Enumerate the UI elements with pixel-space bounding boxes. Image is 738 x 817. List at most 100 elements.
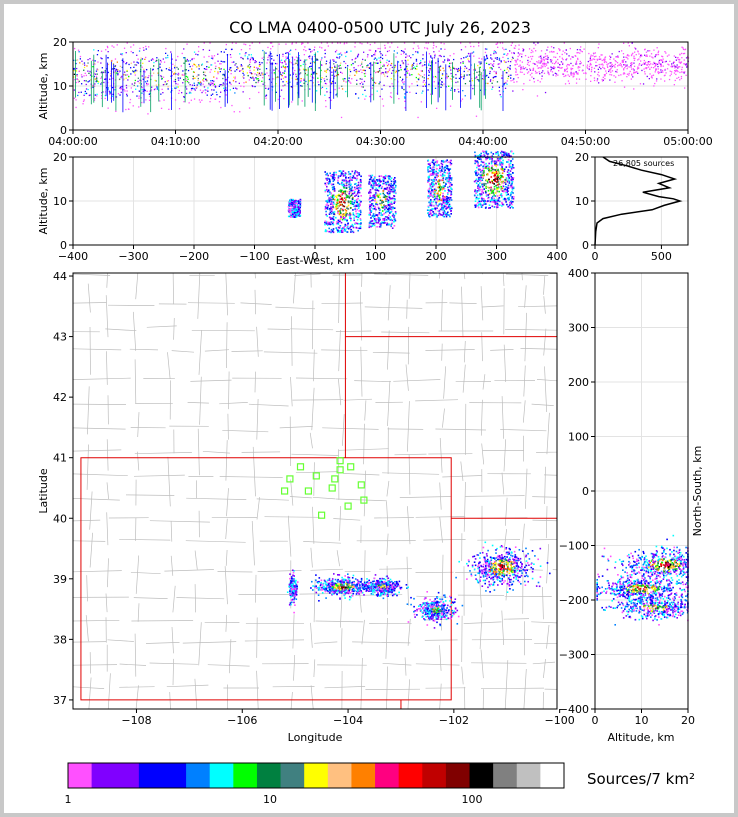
time-height-source [231,48,233,50]
time-height-source [240,85,242,87]
time-height-source [484,59,486,61]
time-height-source [233,111,235,113]
ew-axis-tick-label: 200 [426,250,447,263]
time-height-source [596,58,598,60]
time-height-source [310,65,312,67]
time-height-source [363,69,366,71]
time-height-source [497,63,499,66]
ew-source [448,170,450,172]
ew-source [342,192,345,194]
time-height-source [635,71,637,73]
ew-source [491,159,493,161]
ew-source [333,198,336,201]
time-height-source [605,70,607,72]
ew-source [488,166,490,168]
time-height-source [127,79,129,81]
time-height-source [585,72,587,75]
time-height-source [531,76,533,78]
ew-source [443,215,445,218]
ew-source [432,193,435,196]
time-height-source [358,70,360,72]
time-height-source [115,96,118,98]
time-height-source [151,58,154,60]
time-height-source [247,56,249,58]
time-height-source [555,73,558,75]
ew-source [371,220,374,222]
time-height-source [602,76,604,78]
ew-source [376,195,379,197]
time-height-source [570,71,572,73]
time-height-source [345,62,347,65]
ew-source [495,202,498,205]
time-height-source [609,79,611,81]
time-height-source [558,70,560,72]
time-height-source [625,56,627,58]
time-height-source [111,45,113,47]
time-height-source [150,59,153,61]
ew-source [511,164,514,166]
time-height-source [443,43,445,45]
time-height-source [449,78,452,80]
time-height-source [252,76,254,78]
time-height-source [348,77,350,79]
ew-source [368,191,370,194]
ew-source [337,198,339,201]
ew-source [434,189,436,192]
time-height-source [539,81,541,83]
ew-source [341,208,344,211]
time-height-source [583,48,585,50]
time-height-source [435,76,437,79]
ew-source [341,183,343,186]
time-height-source [640,64,643,66]
time-height-source [116,44,118,46]
time-height-source [623,72,625,74]
ew-source [336,194,339,197]
ew-source [501,172,504,174]
time-height-source [386,75,389,78]
ew-source [333,177,336,179]
time-height-source [486,74,488,77]
time-height-source [683,59,685,61]
time-height-source [460,73,462,76]
time-height-source [249,98,251,100]
time-height-source [480,61,482,63]
time-height-source [423,77,425,79]
time-height-source [503,60,505,62]
ew-source [299,203,302,206]
ew-source [488,200,491,202]
time-height-source [576,63,578,65]
time-height-source [522,66,524,68]
ew-source [352,225,354,227]
time-height-source [325,100,327,102]
time-height-source [611,65,613,68]
ew-source [378,218,381,221]
ew-source [379,209,381,211]
time-height-source [468,55,471,57]
time-height-source [95,79,98,82]
ew-source [386,216,389,218]
ew-source [349,184,352,187]
ew-source [344,172,347,174]
time-height-source [590,56,592,58]
ew-source [442,197,444,200]
ew-source [501,162,503,165]
ew-source [448,203,451,206]
ew-source [496,201,498,203]
time-height-source [575,63,577,65]
ew-source [340,203,343,206]
ew-source [497,157,499,160]
time-height-source [139,79,141,81]
ew-source [339,231,341,233]
time-height-source [350,64,353,66]
time-height-source [421,92,423,94]
time-height-source [635,48,637,50]
time-height-source [338,57,340,59]
time-height-source [455,77,457,79]
ew-source [444,160,446,163]
time-height-source [279,71,281,73]
ew-source [347,177,350,179]
time-height-source [412,47,414,50]
time-height-source [354,46,356,48]
ew-source [368,222,371,224]
ew-source [450,187,452,189]
